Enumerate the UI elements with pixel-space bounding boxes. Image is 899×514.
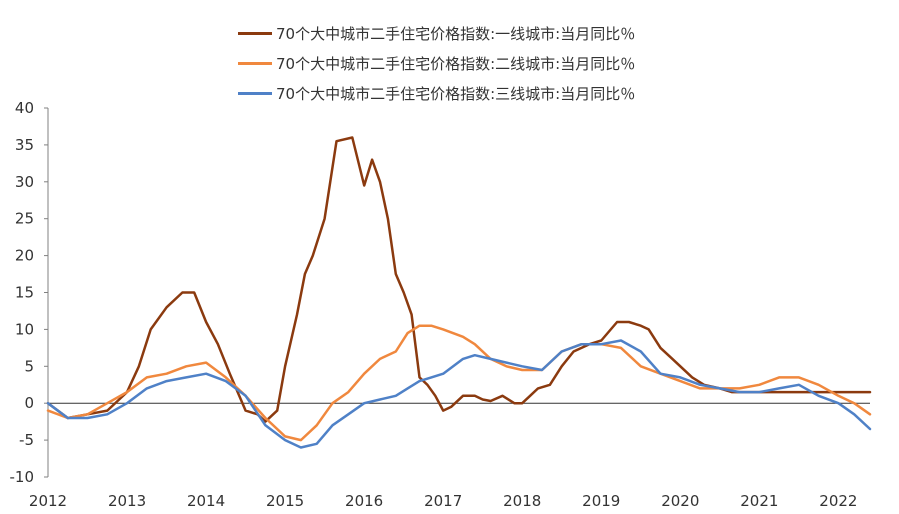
x-tick-label: 2016 <box>345 492 383 510</box>
y-tick-label: 20 <box>15 247 34 265</box>
series-line-2 <box>46 324 872 442</box>
legend-swatch-tier1 <box>238 31 272 35</box>
x-axis: 2012 2013 2014 2015 2016 2017 2018 2019 2020 2021… <box>29 402 870 510</box>
legend-item-tier3: 70个大中城市二手住宅价格指数:三线城市:当月同比％ <box>238 78 635 108</box>
y-tick-label: 35 <box>15 136 34 154</box>
x-tick-label: 2012 <box>29 492 67 510</box>
x-tick-label: 2017 <box>424 492 462 510</box>
x-tick-label: 2013 <box>108 492 146 510</box>
legend-swatch-tier3 <box>238 91 272 95</box>
x-tick-label: 2018 <box>503 492 541 510</box>
legend-item-tier1: 70个大中城市二手住宅价格指数:一线城市:当月同比％ <box>238 18 635 48</box>
y-tick-label: 15 <box>15 284 34 302</box>
legend: 70个大中城市二手住宅价格指数:一线城市:当月同比％ 70个大中城市二手住宅价格… <box>238 18 635 108</box>
plot-area <box>46 136 872 449</box>
legend-label-tier3: 70个大中城市二手住宅价格指数:三线城市:当月同比％ <box>276 84 636 103</box>
x-tick-label: 2021 <box>740 492 778 510</box>
y-axis: -10 -5 0 5 10 15 20 25 30 35 40 <box>10 99 49 486</box>
series-line-3 <box>46 339 872 449</box>
y-tick-label: 40 <box>15 99 34 117</box>
legend-item-tier2: 70个大中城市二手住宅价格指数:二线城市:当月同比％ <box>238 48 635 78</box>
y-tick-label: 5 <box>24 357 34 375</box>
x-tick-label: 2014 <box>187 492 225 510</box>
y-tick-label: -10 <box>10 468 35 486</box>
x-tick-label: 2015 <box>266 492 304 510</box>
legend-label-tier1: 70个大中城市二手住宅价格指数:一线城市:当月同比％ <box>276 24 636 43</box>
y-tick-label: 25 <box>15 210 34 228</box>
x-tick-label: 2022 <box>819 492 857 510</box>
legend-label-tier2: 70个大中城市二手住宅价格指数:二线城市:当月同比％ <box>276 54 636 73</box>
y-tick-label: 0 <box>24 394 34 412</box>
y-tick-label: 30 <box>15 173 34 191</box>
x-tick-label: 2020 <box>661 492 699 510</box>
x-tick-label: 2019 <box>582 492 620 510</box>
y-tick-label: -5 <box>19 431 34 449</box>
y-tick-label: 10 <box>15 320 34 338</box>
legend-swatch-tier2 <box>238 61 272 65</box>
